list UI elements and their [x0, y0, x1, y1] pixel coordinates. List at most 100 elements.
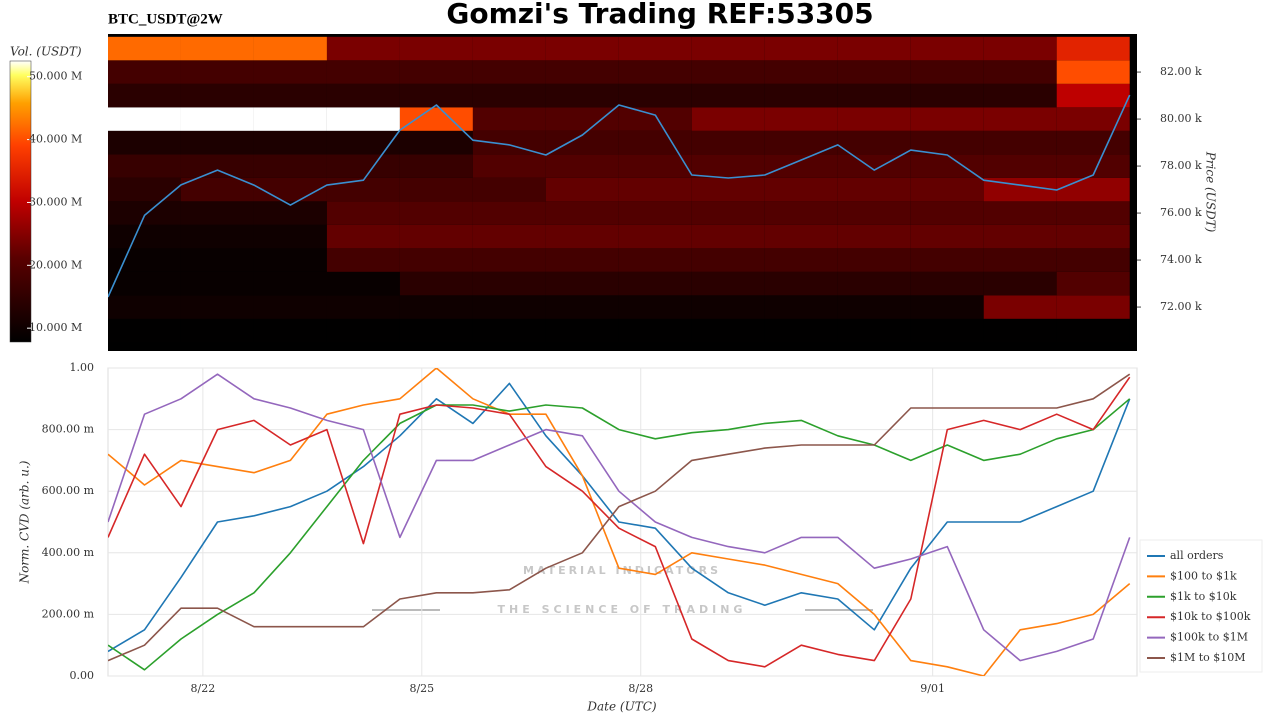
heatmap-cell [764, 177, 838, 202]
y-tick-label: 74.00 k [1160, 253, 1202, 266]
heatmap-cell [472, 83, 546, 108]
heatmap-cell [1056, 201, 1130, 225]
heatmap-cell [545, 201, 619, 225]
heatmap-cell [1056, 271, 1130, 296]
legend: all orders $100 to $1k $1k to $10k $10k to … [1147, 549, 1251, 664]
heatmap-cell [837, 271, 911, 296]
heatmap-cell [691, 83, 765, 108]
heatmap-cell [764, 295, 838, 319]
heatmap-cell [837, 318, 911, 343]
heatmap-cell [472, 318, 546, 343]
y-tick-label: 0.00 [70, 669, 95, 682]
heatmap-cell [472, 130, 546, 155]
heatmap-cell [618, 248, 692, 272]
heatmap-cell [545, 271, 619, 296]
y-tick-label: 72.00 k [1160, 300, 1202, 313]
colorbar [9, 60, 32, 343]
heatmap-cell [326, 60, 400, 84]
legend-label: $10k to $100k [1170, 610, 1251, 623]
heatmap-cell [472, 60, 546, 84]
heatmap-cell [180, 318, 254, 343]
heatmap-cell [837, 295, 911, 319]
heatmap-cell [983, 201, 1057, 225]
heatmap-cell [618, 271, 692, 296]
heatmap-cell [326, 271, 400, 296]
heatmap-cell [1056, 177, 1130, 202]
heatmap-cell [545, 224, 619, 249]
heatmap-cell [1056, 130, 1130, 155]
heatmap-cell [326, 36, 400, 61]
heatmap-cell [253, 271, 327, 296]
heatmap-cell [1056, 318, 1130, 343]
heatmap-cell [253, 130, 327, 155]
y-tick-label: 82.00 k [1160, 65, 1202, 78]
cvd-line [108, 376, 1131, 668]
y-axis-title: Price (USDT) [1204, 151, 1218, 233]
legend-label: $1M to $10M [1170, 651, 1246, 664]
heatmap-cell [108, 295, 181, 319]
heatmap-cell [545, 83, 619, 108]
heatmap-cell [764, 154, 838, 178]
heatmap-cell [180, 201, 254, 225]
heatmap-cell [108, 201, 181, 225]
heatmap-cell [910, 177, 984, 202]
y-tick-label: 1.00 [70, 361, 95, 374]
heatmap-cell [618, 130, 692, 155]
heatmap-cell [837, 83, 911, 108]
heatmap-cell [253, 177, 327, 202]
heatmap-cell [108, 318, 181, 343]
heatmap-cell [837, 248, 911, 272]
heatmap-cell [983, 271, 1057, 296]
heatmap [108, 36, 1131, 343]
heatmap-cell [1056, 107, 1130, 131]
heatmap-cell [326, 154, 400, 178]
axes: 72.00 k 74.00 k 76.00 k 78.00 k 80.00 k 82.00… [27, 65, 1202, 695]
grid [108, 367, 1137, 677]
heatmap-cell [837, 107, 911, 131]
heatmap-cell [691, 201, 765, 225]
cvd-line [108, 373, 1131, 662]
heatmap-cell [399, 201, 473, 225]
heatmap-cell [691, 107, 765, 131]
heatmap-cell [326, 83, 400, 108]
heatmap-cell [910, 318, 984, 343]
heatmap-cell [983, 224, 1057, 249]
heatmap-cell [618, 201, 692, 225]
heatmap-cell [1056, 83, 1130, 108]
heatmap-cell [983, 60, 1057, 84]
heatmap-cell [764, 224, 838, 249]
heatmap-cell [545, 107, 619, 131]
heatmap-cell [983, 295, 1057, 319]
x-axis-title: Date (UTC) [586, 700, 656, 714]
heatmap-cell [326, 130, 400, 155]
y-axis-title: Norm. CVD (arb. u.) [18, 460, 32, 584]
heatmap-cell [983, 177, 1057, 202]
heatmap-cell [108, 36, 181, 61]
chart-subtitle: BTC_USDT@2W [108, 11, 223, 27]
heatmap-cell [691, 295, 765, 319]
heatmap-cell [180, 295, 254, 319]
heatmap-cell [545, 60, 619, 84]
y-tick-label: 200.00 m [42, 607, 95, 620]
heatmap-cell [983, 83, 1057, 108]
heatmap-cell [472, 224, 546, 249]
legend-box [1139, 539, 1263, 673]
watermark-text: MATERIAL INDICATORS [523, 564, 721, 577]
heatmap-cell [180, 107, 254, 131]
heatmap-cell [108, 107, 181, 131]
heatmap-cell [764, 248, 838, 272]
x-tick-label: 8/28 [628, 682, 653, 695]
heatmap-cell [691, 224, 765, 249]
heatmap-cell [545, 295, 619, 319]
heatmap-cell [399, 36, 473, 61]
heatmap-cell [764, 107, 838, 131]
heatmap-cell [837, 201, 911, 225]
cvd-line [108, 398, 1131, 671]
heatmap-cell [983, 130, 1057, 155]
heatmap-cell [253, 224, 327, 249]
heatmap-cell [108, 271, 181, 296]
x-tick-label: 9/01 [920, 682, 945, 695]
heatmap-cell [764, 318, 838, 343]
y-tick-label: 600.00 m [42, 484, 95, 497]
